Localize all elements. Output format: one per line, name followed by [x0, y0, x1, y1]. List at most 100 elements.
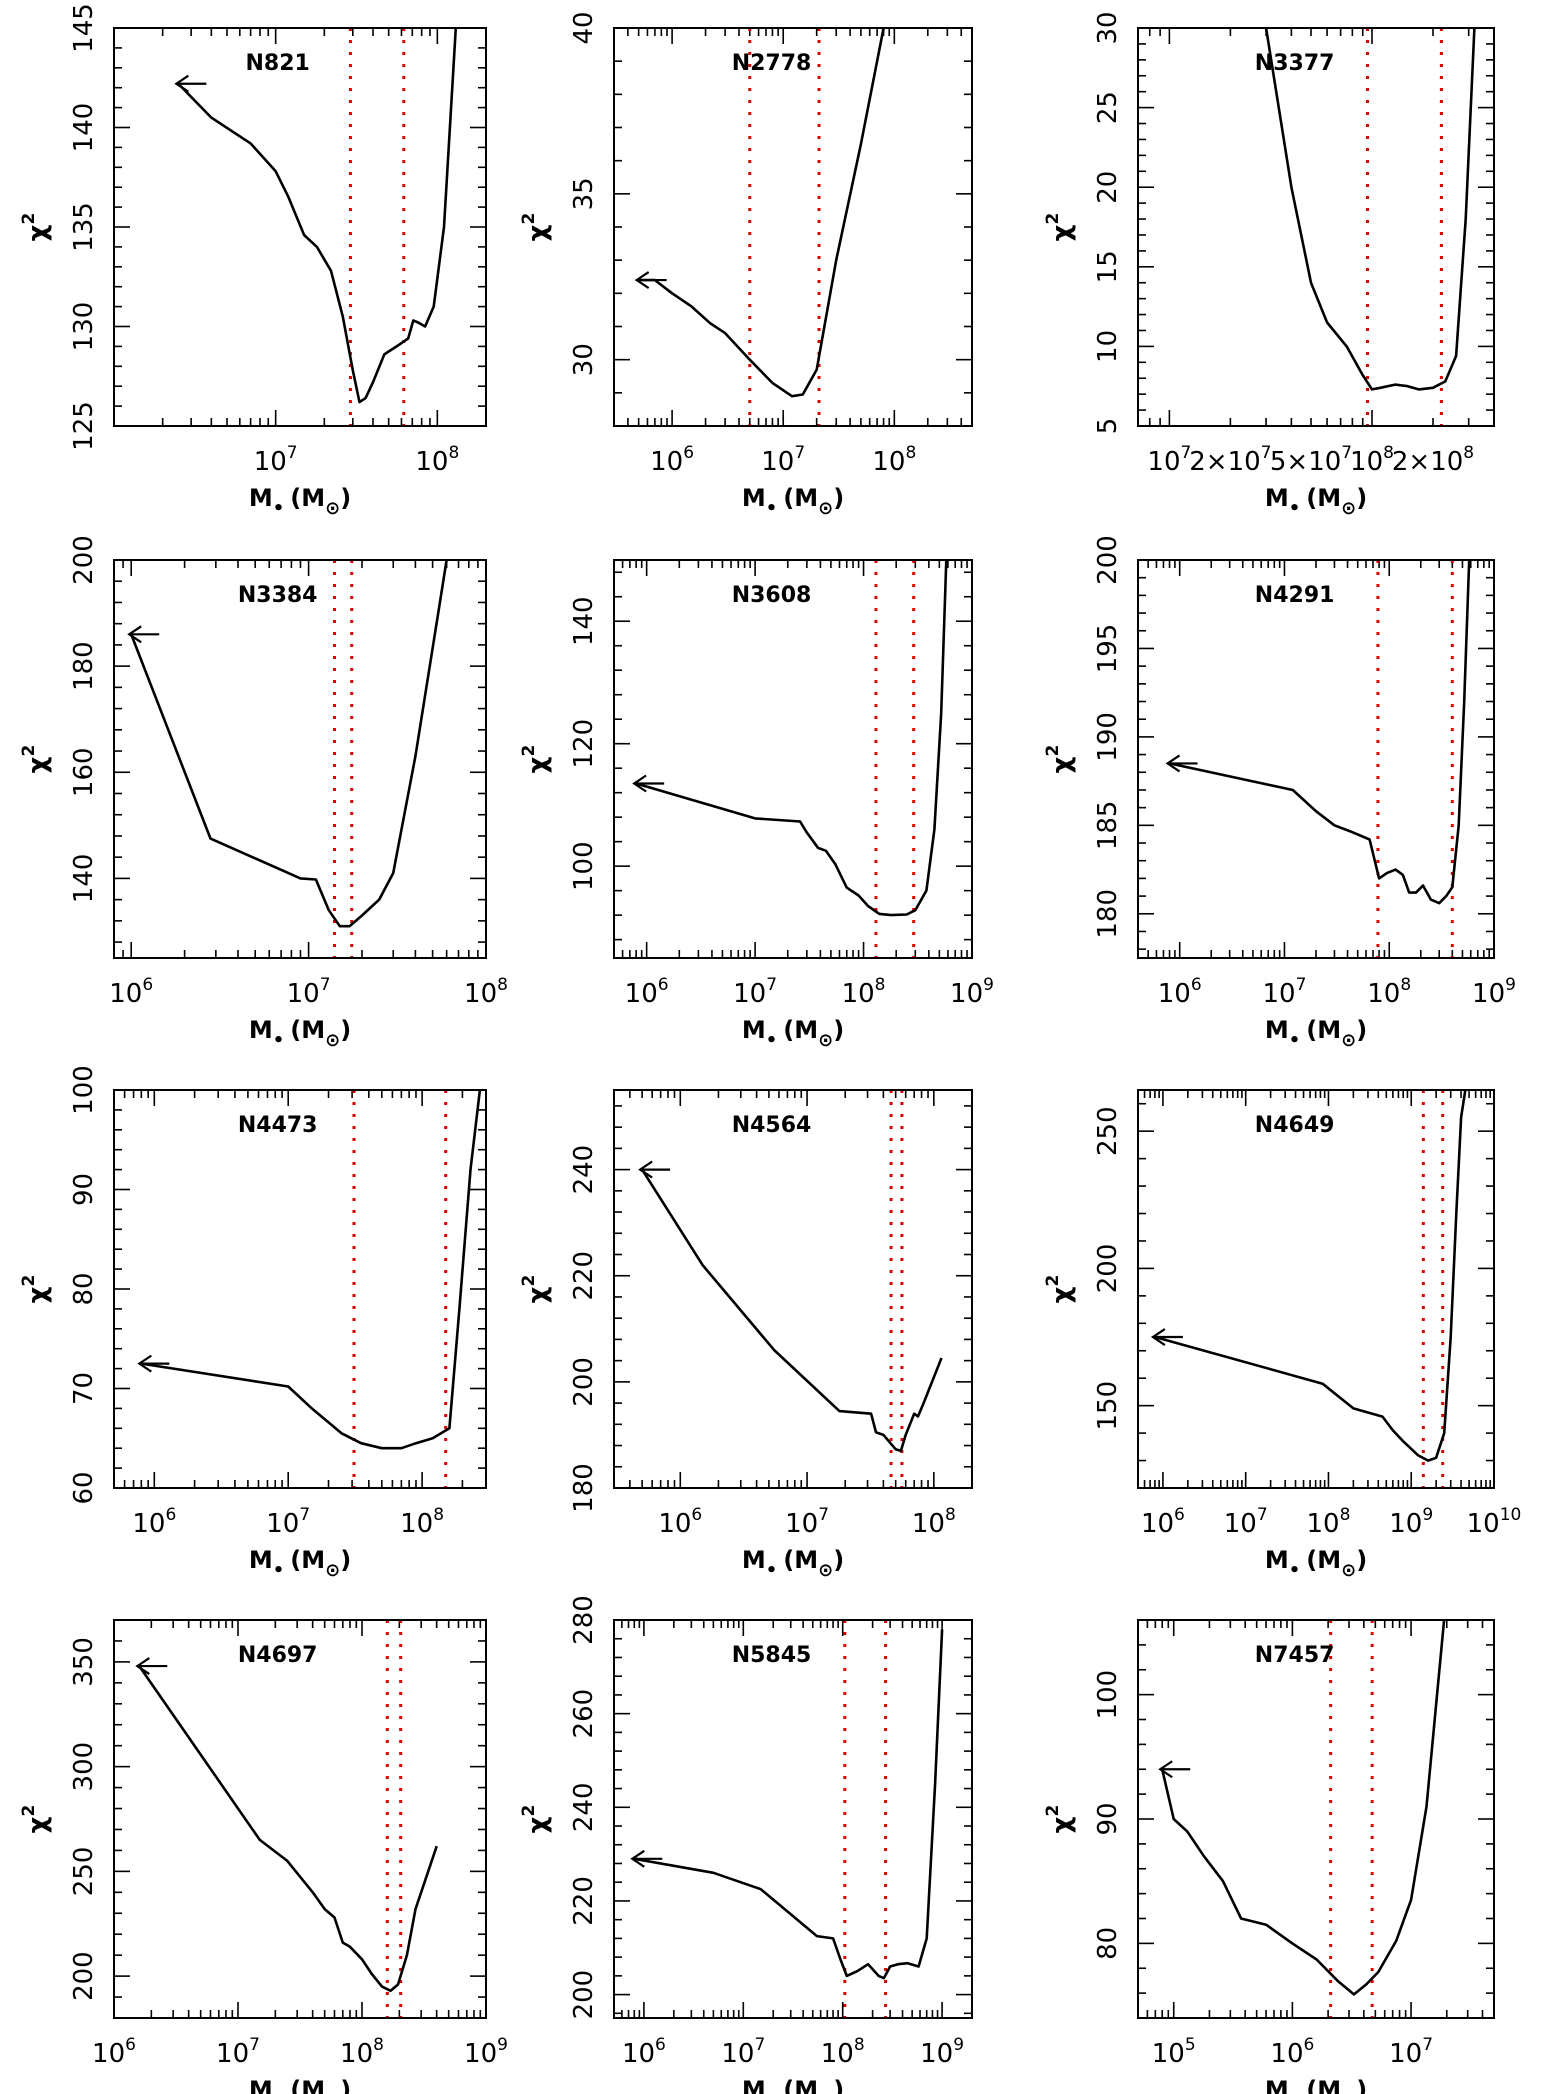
x-tick-label-base: 10 — [821, 2039, 854, 2069]
y-tick-label: 35 — [569, 177, 599, 210]
panel-label: N4291 — [1255, 583, 1335, 608]
x-tick-label: 106 — [622, 2035, 666, 2069]
x-tick-label-base: 10 — [1152, 2039, 1185, 2069]
x-tick-label-exp: 6 — [655, 2035, 666, 2055]
x-tick-label-exp: 6 — [1174, 1505, 1185, 1525]
x-tick-label-base: 10 — [464, 979, 497, 1009]
x-tick-label: 107 — [761, 443, 805, 477]
y-tick-label: 100 — [69, 1065, 99, 1115]
panel-label: N3384 — [238, 583, 318, 608]
y-axis-label-sup: 2 — [1043, 1805, 1063, 1817]
y-axis-label: χ2 — [1043, 1805, 1077, 1834]
y-tick-label: 5 — [1093, 418, 1123, 435]
x-tick-label-exp: 6 — [142, 975, 153, 995]
x-axis-label: M•(M⊙) — [742, 484, 844, 519]
x-axis-label-close: ) — [340, 1546, 351, 1574]
x-tick-label-exp: 8 — [1340, 1505, 1351, 1525]
plot-frame — [613, 1089, 973, 1489]
x-tick-label-exp: 6 — [658, 975, 669, 995]
x-axis-label-sun-icon: ⊙ — [325, 2090, 340, 2094]
x-tick-label: 107 — [785, 1505, 829, 1539]
y-tick-label: 200 — [569, 1357, 599, 1407]
x-tick-label-base: 10 — [1263, 979, 1296, 1009]
x-tick-label: 109 — [464, 2035, 508, 2069]
y-axis-label-sup: 2 — [1043, 1275, 1063, 1287]
x-axis-label-close: ) — [833, 1546, 844, 1574]
chi2-curve — [1154, 1090, 1467, 1462]
y-axis-label-chi: χ — [23, 1816, 53, 1833]
x-tick-label-base: 10 — [920, 2039, 953, 2069]
x-tick-label-base: 10 — [254, 447, 287, 477]
x-tick-label-base: 10 — [1389, 2039, 1422, 2069]
x-tick-label-base: 10 — [1389, 1509, 1422, 1539]
x-tick-label: 108 — [872, 443, 916, 477]
panel-label: N7457 — [1255, 1643, 1335, 1668]
y-tick-label: 90 — [69, 1173, 99, 1206]
x-axis-label-close: ) — [1356, 1016, 1367, 1044]
plot-frame — [113, 27, 487, 427]
x-tick-label-base: 10 — [132, 1509, 165, 1539]
x-tick-label-base: 10 — [950, 979, 983, 1009]
x-tick-label-exp: 6 — [683, 443, 694, 463]
y-axis-label-sup: 2 — [519, 1275, 539, 1287]
x-tick-label-base: 10 — [1467, 1509, 1500, 1539]
upper-limit-arrow-icon — [1158, 1760, 1191, 1779]
x-tick-label: 109 — [950, 975, 994, 1009]
y-axis-label: χ2 — [519, 1275, 553, 1304]
x-tick-label: 106 — [109, 975, 153, 1009]
x-tick-label: 2×107 — [1189, 443, 1271, 477]
upper-limit-arrow-icon — [127, 625, 160, 644]
x-axis-label-unit: (M — [783, 1546, 818, 1574]
x-axis-label: M•(M⊙) — [249, 1016, 351, 1051]
x-axis-label-close: ) — [833, 2076, 844, 2094]
x-tick-label-base: 10 — [266, 1509, 299, 1539]
y-tick-label: 140 — [569, 596, 599, 646]
y-tick-label: 70 — [69, 1372, 99, 1405]
x-axis-label-sun-icon: ⊙ — [325, 1030, 340, 1051]
x-axis-label-m: M — [742, 1016, 766, 1044]
panel-label: N4473 — [238, 1113, 318, 1138]
upper-limit-arrow-icon — [1150, 1328, 1183, 1346]
x-axis-label-sun-icon: ⊙ — [1341, 1560, 1356, 1581]
y-tick-label: 180 — [569, 1463, 599, 1513]
x-axis-label-sub: • — [766, 498, 778, 519]
plot-frame — [613, 1619, 973, 2019]
panel-label: N5845 — [732, 1643, 812, 1668]
y-axis-label-chi: χ — [523, 1286, 553, 1303]
y-axis-label: χ2 — [1043, 213, 1077, 242]
y-axis-label: χ2 — [519, 1805, 553, 1834]
x-axis-label-sub: • — [273, 498, 285, 519]
y-tick-label: 125 — [69, 401, 99, 451]
x-tick-label: 106 — [658, 1505, 702, 1539]
x-axis-label-sub: • — [1289, 498, 1301, 519]
x-tick-label-base: 10 — [216, 2039, 249, 2069]
x-tick-label: 106 — [650, 443, 694, 477]
x-tick-label-base: 10 — [92, 2039, 125, 2069]
x-axis-label-close: ) — [1356, 1546, 1367, 1574]
x-tick-label-exp: 7 — [299, 1505, 310, 1525]
y-axis-label-sup: 2 — [19, 1275, 39, 1287]
x-axis-label-sun-icon: ⊙ — [818, 2090, 833, 2094]
x-tick-label-base: 10 — [1147, 447, 1180, 477]
y-tick-label: 220 — [569, 1251, 599, 1301]
y-tick-label: 135 — [69, 202, 99, 252]
chart-panel-n3377: 510152025301072×1075×1071082×108N3377χ2M… — [1043, 11, 1495, 519]
x-tick-label: 107 — [1147, 443, 1191, 477]
y-axis-label: χ2 — [19, 213, 53, 242]
x-tick-label: 108 — [415, 443, 459, 477]
x-tick-label-exp: 6 — [1304, 2035, 1315, 2055]
x-tick-label: 105 — [1152, 2035, 1196, 2069]
panel-label: N4649 — [1255, 1113, 1335, 1138]
x-tick-label-base: 10 — [842, 979, 875, 1009]
x-tick-label: 108 — [340, 2035, 384, 2069]
x-axis-label-sub: • — [273, 1030, 285, 1051]
x-axis-label-close: ) — [340, 2076, 351, 2094]
x-axis-label-unit: (M — [1306, 1546, 1341, 1574]
x-tick-label: 107 — [1389, 2035, 1433, 2069]
x-tick-label-exp: 8 — [448, 443, 459, 463]
